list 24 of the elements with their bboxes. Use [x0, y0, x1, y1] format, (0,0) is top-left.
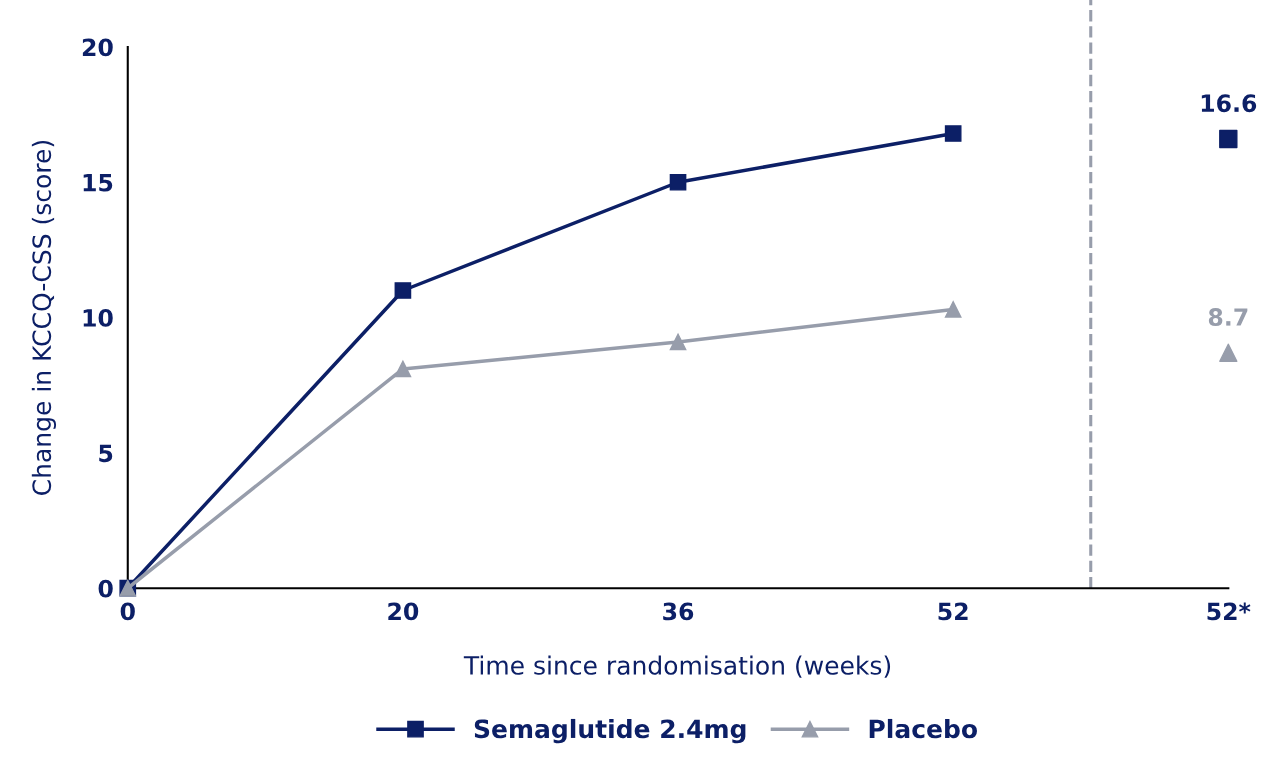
point — [1219, 343, 1238, 362]
y-tick-label: 10 — [83, 309, 113, 327]
point — [1219, 129, 1238, 149]
point — [669, 173, 687, 191]
point — [944, 125, 962, 142]
y-tick-label: 0 — [98, 579, 113, 598]
x-tick-label: 52 — [938, 602, 968, 621]
data-label: 16.6 — [1201, 94, 1257, 113]
point — [394, 282, 412, 299]
y-tick-label: 15 — [83, 174, 113, 192]
point — [944, 301, 962, 318]
y-tick-label: 5 — [99, 444, 113, 463]
legend-label: Semaglutide 2.4mg — [474, 718, 746, 744]
legend-label: Placebo — [869, 718, 977, 739]
x-tick-label: 20 — [388, 602, 419, 621]
point — [394, 360, 412, 378]
x-tick-label: 0 — [120, 602, 135, 621]
y-axis-title: Change in KCCQ-CSS (score) — [31, 140, 57, 495]
x-tick-label: 36 — [663, 602, 694, 621]
y-tick-label: 20 — [82, 38, 113, 57]
data-label: 8.7 — [1208, 308, 1248, 326]
point — [669, 333, 687, 351]
x-axis-title: Time since randomisation (weeks) — [463, 655, 891, 678]
x-tick-label: 52* — [1207, 602, 1251, 621]
